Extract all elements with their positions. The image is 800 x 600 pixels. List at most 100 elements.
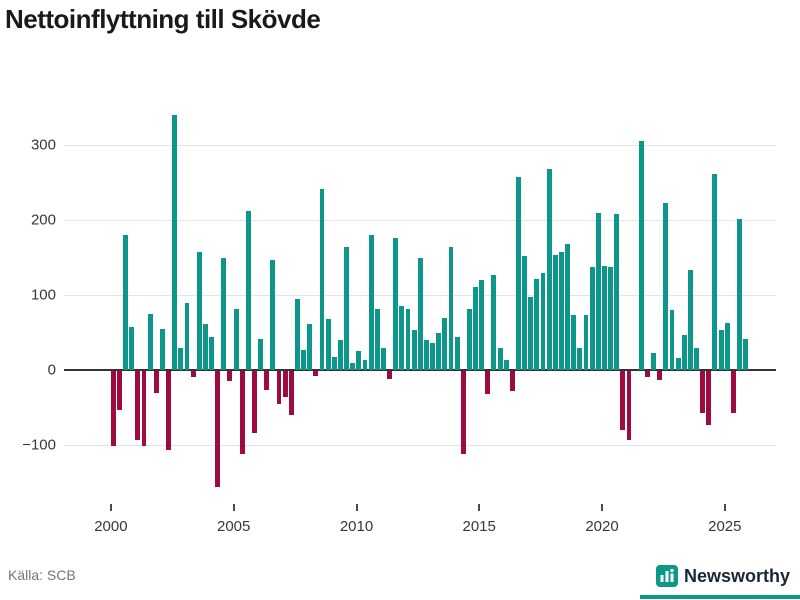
- bar: [374, 309, 380, 370]
- source-caption: Källa: SCB: [8, 567, 76, 583]
- bar: [700, 371, 706, 413]
- bar: [344, 247, 350, 370]
- bar: [442, 317, 448, 370]
- bar: [270, 259, 276, 370]
- bar: [681, 334, 687, 370]
- bar: [601, 265, 607, 370]
- bar: [644, 371, 650, 377]
- y-axis-label: 300: [30, 136, 56, 154]
- bar: [135, 371, 141, 440]
- bar: [497, 347, 503, 370]
- bar: [368, 235, 374, 370]
- newsworthy-logo: Newsworthy: [655, 565, 790, 587]
- bar: [583, 315, 589, 370]
- bar: [675, 358, 681, 370]
- bar: [209, 337, 214, 370]
- bar: [196, 252, 202, 370]
- bar: [258, 339, 264, 370]
- bar: [282, 371, 288, 397]
- y-axis-label: −100: [22, 436, 56, 454]
- bar: [166, 371, 171, 450]
- bar: [362, 359, 368, 370]
- bar: [669, 310, 675, 370]
- bar: [540, 272, 546, 370]
- bar: [528, 296, 534, 370]
- bar: [620, 371, 626, 431]
- bar: [380, 348, 386, 370]
- bar: [509, 371, 515, 392]
- bar: [589, 266, 595, 370]
- bar: [399, 306, 405, 370]
- bar: [301, 349, 307, 370]
- y-axis-label: 200: [30, 211, 56, 229]
- page-title: Nettoinflyttning till Skövde: [5, 4, 321, 34]
- bar: [522, 256, 528, 370]
- bar: [215, 371, 221, 488]
- bar: [417, 257, 423, 370]
- bar: [577, 347, 583, 370]
- bar: [743, 339, 749, 370]
- bar: [448, 247, 454, 370]
- bar: [737, 218, 742, 370]
- bar: [559, 251, 564, 370]
- y-axis-label: 100: [30, 286, 56, 304]
- bar: [239, 371, 245, 454]
- bar: [227, 371, 233, 381]
- bar: [319, 188, 325, 370]
- bar: [387, 371, 392, 379]
- bar: [331, 357, 337, 370]
- x-axis-label: 2020: [585, 518, 619, 535]
- bar: [295, 298, 300, 370]
- bar: [638, 141, 644, 370]
- bar: [730, 371, 736, 413]
- bar: [153, 371, 159, 393]
- x-axis-tick: [723, 504, 726, 511]
- bar: [430, 343, 435, 370]
- bar: [491, 274, 497, 370]
- bar: [245, 211, 251, 370]
- bar: [651, 352, 656, 370]
- x-axis-tick: [355, 504, 358, 511]
- x-axis-tick: [232, 504, 235, 511]
- bar: [276, 371, 282, 404]
- x-axis-tick: [601, 504, 603, 511]
- bar: [116, 371, 122, 410]
- gridline: [64, 220, 776, 221]
- bar: [350, 363, 356, 370]
- newsworthy-wordmark: Newsworthy: [683, 565, 790, 586]
- bar: [479, 280, 485, 370]
- bar: [436, 332, 442, 370]
- zero-axis-line: [64, 369, 776, 371]
- bar-chart-icon: [655, 565, 678, 587]
- x-axis-label: 2025: [708, 518, 742, 535]
- bar: [325, 319, 331, 370]
- bar: [565, 244, 571, 370]
- bar: [288, 371, 294, 416]
- bar: [466, 308, 472, 370]
- x-axis-label: 2010: [339, 518, 374, 535]
- bar: [718, 330, 724, 370]
- bar: [571, 315, 577, 370]
- bar: [626, 371, 632, 440]
- bar: [608, 266, 613, 370]
- x-axis-label: 2000: [94, 518, 128, 535]
- bar: [172, 115, 178, 370]
- bar: [516, 177, 521, 370]
- bar: [687, 270, 693, 370]
- bar: [724, 322, 730, 370]
- bar: [190, 371, 196, 377]
- x-axis-tick: [109, 504, 112, 511]
- bar: [663, 202, 669, 370]
- bar: [411, 329, 417, 370]
- bar: [534, 278, 540, 370]
- logo-underline: [640, 595, 800, 599]
- bar: [473, 286, 478, 370]
- bar: [503, 360, 509, 370]
- bar: [595, 213, 601, 370]
- bar: [337, 340, 343, 370]
- x-axis-tick: [478, 504, 481, 511]
- bar: [694, 348, 699, 370]
- bar: [454, 337, 460, 370]
- bar: [460, 371, 466, 454]
